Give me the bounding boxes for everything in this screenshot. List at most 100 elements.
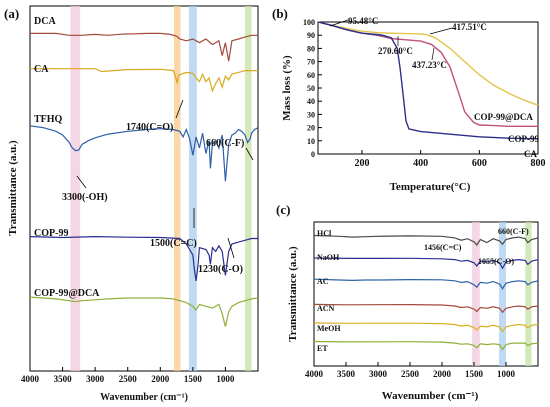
annotation-3300: 3300(-OH) xyxy=(62,192,108,203)
b-ytick-label-20: 20 xyxy=(307,124,315,133)
c-label-hcl: HCl xyxy=(317,229,332,238)
c-annotation-1456: 1456(C=C) xyxy=(424,243,462,252)
panel-a-ftir: 4000 3500 3000 2500 2000 1500 1000 (a) Wavenum… xyxy=(4,5,259,403)
tga-label-ca: CA xyxy=(524,149,537,159)
b-xtick-label-200: 200 xyxy=(355,158,370,169)
b-line-cop-99 xyxy=(317,21,538,128)
b-xtick-label-400: 400 xyxy=(413,158,428,169)
b-ytick-label-30: 30 xyxy=(307,110,315,119)
panel-a-bands xyxy=(70,6,252,371)
panel-b-frame xyxy=(317,21,539,155)
c-line-meoh xyxy=(313,322,539,333)
c-xtick-label-2000: 2000 xyxy=(433,369,452,379)
a-xtick-label-2000: 2000 xyxy=(151,374,170,384)
c-xtick-label-1000: 1000 xyxy=(497,369,516,379)
panel-b-tga: 200 400 600 800 0 10 20 30 40 50 60 70 80 90 100 (b) T… xyxy=(272,6,546,193)
c-band-2 xyxy=(525,222,532,366)
a-xtick-label-1500: 1500 xyxy=(184,374,203,384)
tga-arrow-437 xyxy=(431,47,435,61)
c-label-ac: AC xyxy=(317,277,329,286)
a-line-tfhq xyxy=(29,125,259,182)
b-ytick-label-10: 10 xyxy=(307,137,315,146)
c-xtick-label-1500: 1500 xyxy=(465,369,484,379)
tga-arrow-417 xyxy=(429,27,453,35)
a-xtick-label-4000: 4000 xyxy=(21,374,40,384)
arrow-1230 xyxy=(227,237,235,259)
panel-c-label: (c) xyxy=(276,202,290,217)
panel-a-ticks: 4000 3500 3000 2500 2000 1500 1000 xyxy=(21,367,235,384)
series-label-cop99: COP-99 xyxy=(34,228,68,239)
panel-c-ticks: 4000 3500 3000 2500 2000 1500 1000 xyxy=(305,362,516,379)
panel-c-ftir: 4000 3500 3000 2500 2000 1500 1000 (c) Wavenum… xyxy=(276,202,539,402)
a-xtick-label-3000: 3000 xyxy=(86,374,105,384)
panel-c-frame xyxy=(313,221,539,367)
a-line-cop-99-dca xyxy=(29,296,259,327)
b-ytick-label-80: 80 xyxy=(307,44,315,53)
tga-label-cop99dca: COP-99@DCA xyxy=(474,112,533,122)
a-line-ca xyxy=(30,68,258,93)
a-band-3 xyxy=(244,6,252,371)
series-label-cop99dca: COP-99@DCA xyxy=(34,288,100,299)
panel-c-series xyxy=(313,234,539,351)
panel-a-label: (a) xyxy=(4,6,19,21)
c-xtick-label-3000: 3000 xyxy=(369,369,388,379)
c-band-0 xyxy=(472,222,480,366)
tga-annotation-270: 270.60°C xyxy=(378,46,413,56)
b-ytick-label-0: 0 xyxy=(311,150,315,159)
b-xtick-label-800: 800 xyxy=(531,158,546,169)
series-label-dca: DCA xyxy=(34,16,56,27)
tga-annotation-95: 95.48°C xyxy=(348,16,378,26)
annotation-1500: 1500(C=C) xyxy=(150,238,197,249)
c-label-acn: ACN xyxy=(317,304,335,313)
tga-arrow-95 xyxy=(329,19,349,27)
c-line-naoh xyxy=(313,257,539,270)
b-line-ca xyxy=(317,21,539,140)
panel-a-series xyxy=(29,32,259,327)
c-line-et xyxy=(313,340,539,351)
a-band-1 xyxy=(173,6,181,371)
panel-b-ticks: 200 400 600 800 0 10 20 30 40 50 60 70 80 90 100 xyxy=(303,18,546,169)
c-label-naoh: NaOH xyxy=(317,253,340,262)
b-ytick-label-100: 100 xyxy=(303,18,315,27)
panel-a-frame xyxy=(29,5,259,372)
panel-c-ylabel: Transmittance (a.u.) xyxy=(287,246,299,342)
panel-a-ylabel: Transmittance (a.u.) xyxy=(7,140,19,236)
panel-c-bands xyxy=(472,222,532,366)
c-xtick-label-4000: 4000 xyxy=(305,369,324,379)
b-line-cop-99-dca xyxy=(317,21,539,106)
a-xtick-label-1000: 1000 xyxy=(216,374,235,384)
tga-label-cop99: COP-99 xyxy=(508,134,539,144)
b-ytick-label-70: 70 xyxy=(307,58,315,67)
annotation-1230: 1230(C-O) xyxy=(198,264,243,275)
arrow-3300 xyxy=(76,175,87,189)
a-band-0 xyxy=(70,6,81,371)
arrow-1740 xyxy=(175,99,184,119)
c-annotation-1055: 1055(C-O) xyxy=(478,257,514,266)
a-xtick-label-2500: 2500 xyxy=(119,374,138,384)
c-line-ac xyxy=(313,278,539,290)
annotation-660: 660(C-F) xyxy=(206,138,244,149)
b-xtick-label-600: 600 xyxy=(472,158,487,169)
c-band-1 xyxy=(498,222,506,366)
c-xtick-label-3500: 3500 xyxy=(337,369,356,379)
b-ytick-label-90: 90 xyxy=(307,31,315,40)
c-line-acn xyxy=(313,303,539,314)
arrow-660 xyxy=(245,147,254,161)
tga-annotation-417: 417.51°C xyxy=(452,22,487,32)
tga-annotation-437: 437.23°C xyxy=(412,60,447,70)
annotation-1740: 1740(C=O) xyxy=(126,122,173,133)
panel-b-ylabel: Mass loss (%) xyxy=(281,55,293,121)
series-label-tfhq: TFHQ xyxy=(34,114,63,125)
panel-b-series xyxy=(317,21,539,140)
b-ytick-label-50: 50 xyxy=(307,84,315,93)
panel-a-xlabel: Wavenumber (cm⁻¹) xyxy=(100,392,188,403)
c-xtick-label-2500: 2500 xyxy=(401,369,420,379)
b-ytick-label-40: 40 xyxy=(307,97,315,106)
panel-b-xlabel: Temperature(°C) xyxy=(390,181,471,193)
b-ytick-label-60: 60 xyxy=(307,71,315,80)
panel-b-label: (b) xyxy=(272,6,288,21)
a-band-2 xyxy=(188,6,197,371)
a-line-dca xyxy=(30,32,258,62)
panel-c-xlabel: Wavenumber (cm⁻¹) xyxy=(382,390,479,402)
